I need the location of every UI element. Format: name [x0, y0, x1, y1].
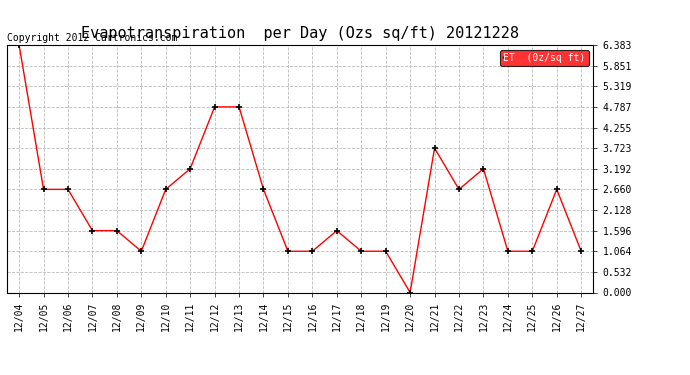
Text: Copyright 2012 Cartronics.com: Copyright 2012 Cartronics.com: [7, 33, 177, 42]
Title: Evapotranspiration  per Day (Ozs sq/ft) 20121228: Evapotranspiration per Day (Ozs sq/ft) 2…: [81, 26, 519, 41]
Legend: ET  (0z/sq ft): ET (0z/sq ft): [500, 50, 589, 66]
